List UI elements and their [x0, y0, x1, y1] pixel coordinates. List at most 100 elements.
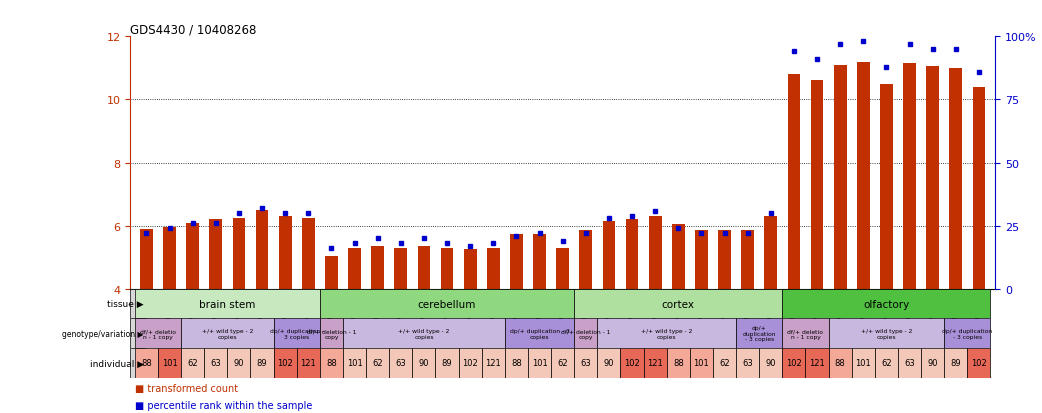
Text: tissue ▶: tissue ▶: [107, 299, 144, 309]
Text: 121: 121: [810, 358, 825, 368]
Bar: [967, 348, 991, 378]
Bar: [811, 81, 823, 289]
Bar: [534, 234, 546, 289]
Text: 90: 90: [603, 358, 614, 368]
Bar: [302, 218, 315, 289]
Bar: [690, 348, 713, 378]
Bar: [713, 348, 736, 378]
Bar: [851, 348, 875, 378]
Bar: [164, 228, 176, 289]
Text: df/+ deletion - 1
copy: df/+ deletion - 1 copy: [561, 328, 611, 339]
Text: df/+ deletio
n - 1 copy: df/+ deletio n - 1 copy: [788, 328, 823, 339]
Bar: [805, 348, 828, 378]
Bar: [736, 319, 783, 348]
Bar: [274, 319, 320, 348]
Bar: [130, 348, 145, 378]
Bar: [880, 84, 893, 289]
Bar: [597, 348, 620, 378]
Bar: [297, 348, 320, 378]
Bar: [343, 348, 366, 378]
Bar: [505, 319, 574, 348]
Bar: [574, 289, 783, 319]
Bar: [181, 348, 204, 378]
Text: 90: 90: [233, 358, 244, 368]
Bar: [574, 348, 597, 378]
Bar: [371, 247, 384, 289]
Bar: [926, 67, 939, 289]
Bar: [413, 348, 436, 378]
Bar: [903, 64, 916, 289]
Text: 63: 63: [395, 358, 406, 368]
Text: 63: 63: [904, 358, 915, 368]
Bar: [649, 217, 662, 289]
Bar: [672, 225, 685, 289]
Text: 88: 88: [141, 358, 152, 368]
Bar: [788, 75, 800, 289]
Text: 62: 62: [882, 358, 892, 368]
Bar: [464, 250, 476, 289]
Bar: [279, 217, 292, 289]
Bar: [667, 348, 690, 378]
Bar: [718, 231, 730, 289]
Text: genotype/variation ▶: genotype/variation ▶: [63, 329, 144, 338]
Bar: [232, 218, 245, 289]
Bar: [134, 348, 158, 378]
Text: 88: 88: [673, 358, 684, 368]
Text: 102: 102: [624, 358, 640, 368]
Bar: [556, 248, 569, 289]
Bar: [204, 348, 227, 378]
Bar: [857, 62, 870, 289]
Text: 102: 102: [277, 358, 293, 368]
Bar: [760, 348, 783, 378]
Bar: [130, 289, 145, 319]
Text: 102: 102: [463, 358, 478, 368]
Bar: [181, 319, 274, 348]
Text: olfactory: olfactory: [864, 299, 910, 309]
Text: ■ transformed count: ■ transformed count: [135, 383, 239, 393]
Text: brain stem: brain stem: [199, 299, 255, 309]
Bar: [134, 289, 320, 319]
Text: 88: 88: [835, 358, 845, 368]
Bar: [574, 319, 597, 348]
Bar: [875, 348, 898, 378]
Bar: [348, 248, 361, 289]
Bar: [274, 348, 297, 378]
Text: 89: 89: [442, 358, 452, 368]
Text: +/+ wild type - 2
copies: +/+ wild type - 2 copies: [398, 328, 449, 339]
Bar: [395, 248, 407, 289]
Bar: [972, 88, 986, 289]
Text: cortex: cortex: [662, 299, 695, 309]
Text: 90: 90: [419, 358, 429, 368]
Text: 62: 62: [372, 358, 383, 368]
Bar: [828, 319, 944, 348]
Text: df/+ deletio
n - 1 copy: df/+ deletio n - 1 copy: [140, 328, 176, 339]
Text: 101: 101: [347, 358, 363, 368]
Text: 90: 90: [927, 358, 938, 368]
Bar: [695, 231, 708, 289]
Bar: [255, 210, 269, 289]
Bar: [325, 256, 338, 289]
Text: 90: 90: [766, 358, 776, 368]
Bar: [741, 231, 754, 289]
Text: 88: 88: [326, 358, 337, 368]
Bar: [783, 289, 991, 319]
Bar: [250, 348, 274, 378]
Bar: [944, 348, 967, 378]
Bar: [436, 348, 458, 378]
Bar: [765, 217, 777, 289]
Bar: [187, 223, 199, 289]
Text: df/+ deletion - 1
copy: df/+ deletion - 1 copy: [306, 328, 356, 339]
Text: dp/+
duplication
- 3 copies: dp/+ duplication - 3 copies: [743, 325, 776, 342]
Text: cerebellum: cerebellum: [418, 299, 476, 309]
Bar: [390, 348, 413, 378]
Text: 101: 101: [694, 358, 710, 368]
Text: 121: 121: [486, 358, 501, 368]
Text: 102: 102: [786, 358, 801, 368]
Text: 101: 101: [162, 358, 177, 368]
Bar: [644, 348, 667, 378]
Text: +/+ wild type - 2
copies: +/+ wild type - 2 copies: [202, 328, 253, 339]
Text: +/+ wild type - 2
copies: +/+ wild type - 2 copies: [861, 328, 912, 339]
Text: dp/+ duplication - 3
copies: dp/+ duplication - 3 copies: [510, 328, 569, 339]
Text: ■ percentile rank within the sample: ■ percentile rank within the sample: [135, 400, 313, 410]
Text: 62: 62: [719, 358, 729, 368]
